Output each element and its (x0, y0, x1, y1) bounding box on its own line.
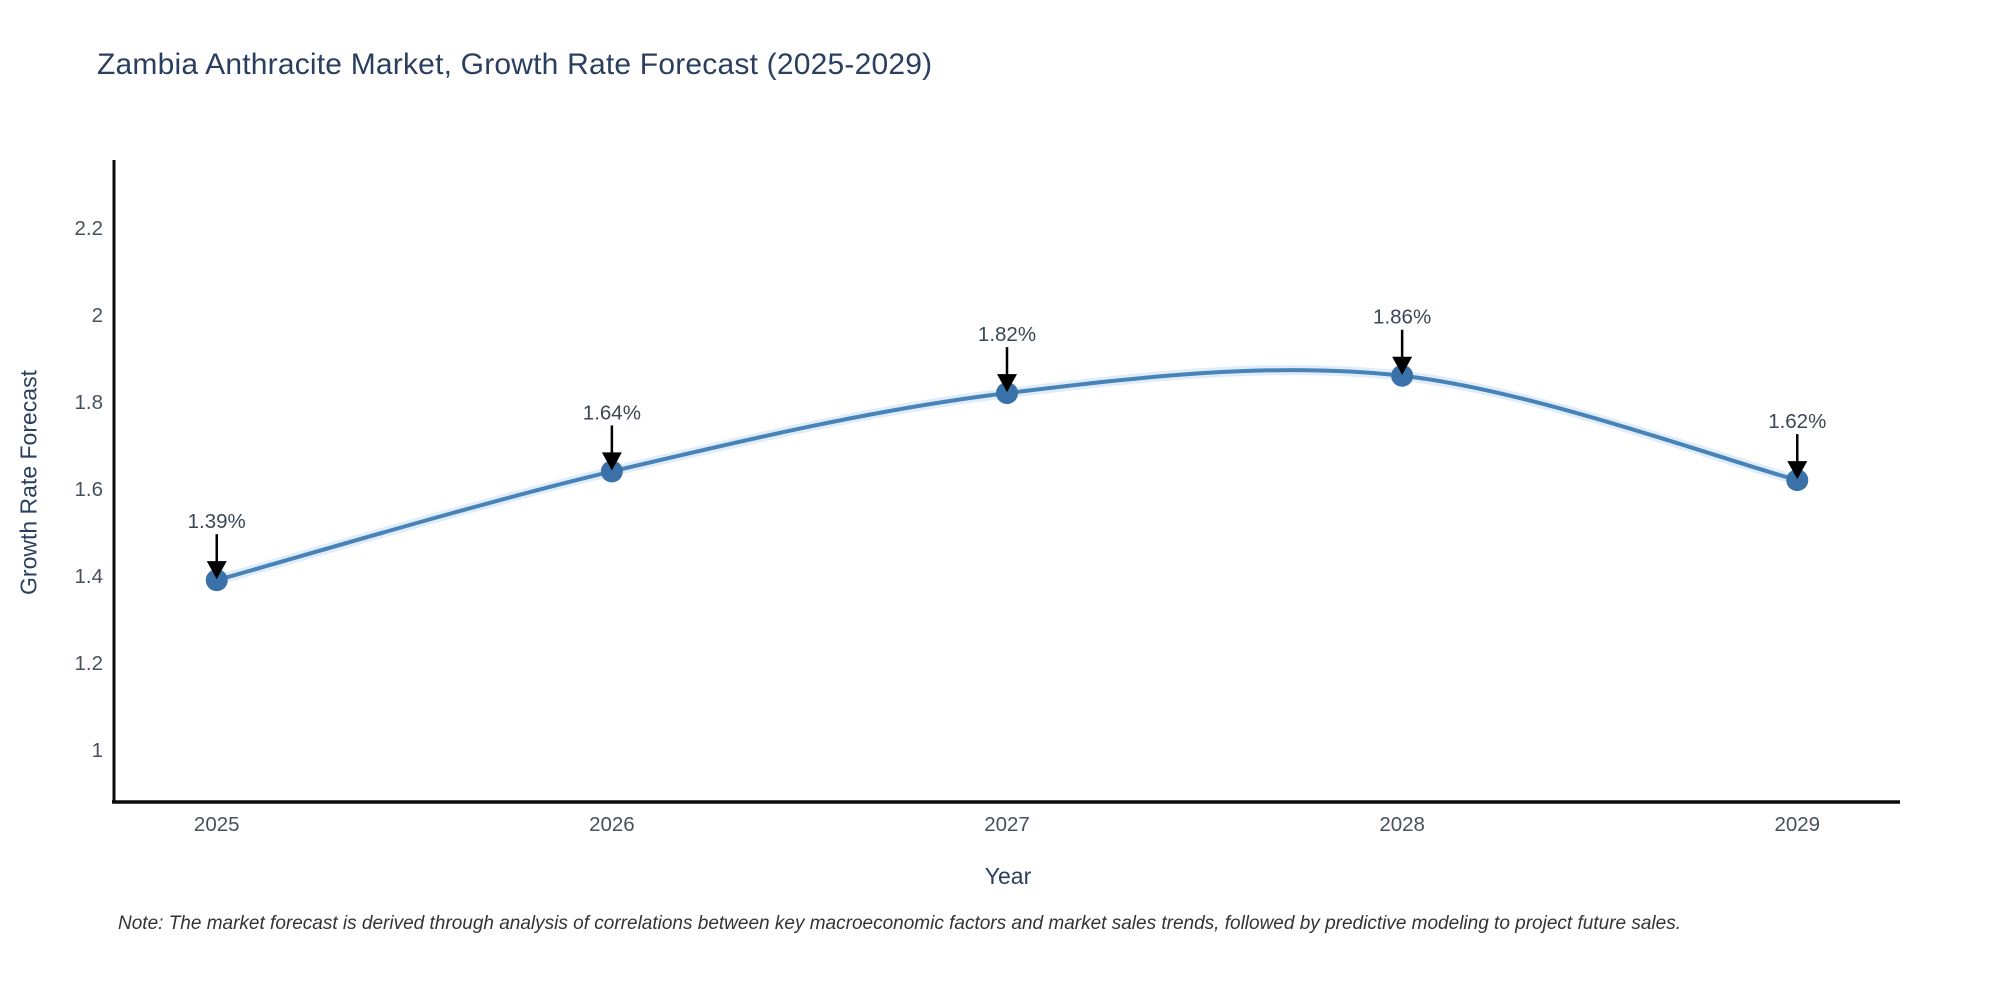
data-point-2029[interactable] (1786, 469, 1809, 492)
data-point-2028[interactable] (1391, 364, 1414, 387)
x-tick-label: 2029 (1774, 813, 1820, 836)
y-tick-label: 1.6 (75, 478, 104, 501)
y-tick-label: 2 (92, 304, 103, 327)
y-tick-label: 1.4 (75, 565, 104, 588)
data-point-2027[interactable] (996, 382, 1018, 405)
annotation-arrow-head (1392, 356, 1413, 375)
annotation-label-2028: 1.86% (1373, 306, 1431, 329)
data-point-2026[interactable] (600, 460, 623, 483)
annotation-label-2027: 1.82% (978, 323, 1036, 346)
chart-title: Zambia Anthracite Market, Growth Rate Fo… (97, 48, 933, 81)
annotation-label-2026: 1.64% (583, 401, 641, 424)
x-tick-label: 2028 (1379, 813, 1425, 836)
annotation-label-2029: 1.62% (1768, 410, 1826, 433)
y-tick-label: 1 (92, 739, 103, 762)
annotation-arrow-head (997, 374, 1017, 393)
x-tick-label: 2025 (194, 813, 240, 836)
x-tick-label: 2026 (589, 813, 635, 836)
y-tick-label: 2.2 (75, 217, 104, 240)
annotation-arrow-head (206, 561, 227, 580)
x-axis-title: Year (984, 863, 1032, 889)
data-point-2025[interactable] (205, 569, 228, 592)
y-tick-label: 1.2 (75, 652, 104, 675)
x-tick-label: 2027 (984, 813, 1030, 836)
y-tick-label: 1.8 (75, 391, 104, 414)
y-axis-title: Growth Rate Forecast (15, 370, 42, 595)
footnote: Note: The market forecast is derived thr… (118, 913, 1681, 934)
annotation-arrow-head (1787, 461, 1808, 480)
annotation-label-2025: 1.39% (188, 510, 246, 533)
annotation-arrow-head (601, 452, 622, 471)
